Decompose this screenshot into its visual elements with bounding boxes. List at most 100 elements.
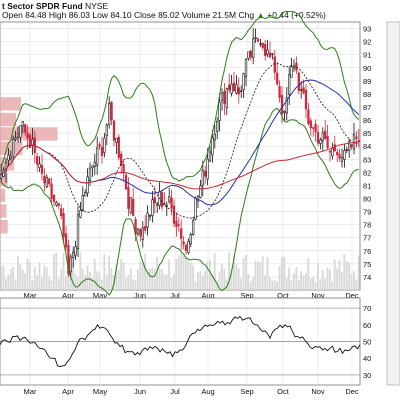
candle-body bbox=[352, 133, 356, 150]
month-tick-label: Sep bbox=[240, 387, 253, 396]
volume-bar bbox=[221, 264, 223, 290]
month-tick-label: Dec bbox=[345, 291, 359, 300]
volume-bar bbox=[41, 277, 43, 290]
volume-bar bbox=[67, 269, 70, 290]
candle-body bbox=[357, 140, 360, 143]
volume-bar bbox=[209, 259, 211, 290]
candle-body bbox=[16, 133, 20, 138]
candle-body bbox=[86, 176, 89, 194]
candle-body bbox=[146, 212, 149, 228]
candle-body bbox=[249, 50, 252, 58]
volume-bar bbox=[341, 271, 343, 290]
volume-bar bbox=[74, 273, 77, 290]
candle-body bbox=[256, 38, 260, 42]
volume-bar bbox=[53, 253, 55, 290]
candle-down bbox=[261, 42, 264, 51]
candle-body bbox=[218, 101, 221, 122]
price-tick-label: 75 bbox=[363, 260, 371, 269]
candle-up bbox=[148, 214, 152, 221]
volume-bar bbox=[223, 268, 226, 290]
month-tick-label: Jul bbox=[170, 387, 180, 396]
candle-body bbox=[187, 240, 190, 253]
candle-body bbox=[84, 192, 87, 197]
volume-bar bbox=[197, 272, 199, 290]
volume-bar bbox=[48, 276, 50, 290]
candle-down bbox=[64, 225, 68, 252]
candle-up bbox=[244, 58, 248, 87]
candle-body bbox=[237, 87, 240, 95]
volume-bar bbox=[38, 261, 41, 290]
volume-bar bbox=[139, 261, 142, 290]
high-label: High bbox=[48, 10, 67, 20]
candle-body bbox=[182, 241, 185, 245]
candle-body bbox=[153, 197, 156, 204]
candle-body bbox=[110, 101, 113, 121]
candle-body bbox=[223, 91, 226, 105]
candle-body bbox=[108, 102, 111, 125]
candle-body bbox=[268, 52, 272, 58]
volume-bar bbox=[350, 273, 353, 290]
candle-down bbox=[24, 123, 27, 137]
month-tick-label: Apr bbox=[62, 387, 74, 396]
candle-down bbox=[43, 168, 46, 192]
candle-body bbox=[192, 220, 195, 235]
candle-up bbox=[290, 57, 293, 78]
candle-down bbox=[57, 202, 60, 210]
volume-bar bbox=[60, 268, 62, 290]
candle-body bbox=[103, 137, 106, 153]
volume-profile-bar bbox=[0, 188, 6, 203]
volume-bar bbox=[120, 259, 122, 290]
volume-bar bbox=[324, 278, 326, 290]
candle-body bbox=[290, 66, 293, 78]
volume-bar bbox=[93, 258, 96, 290]
volume-bar bbox=[312, 277, 314, 290]
candle-body bbox=[228, 84, 231, 91]
candle-body bbox=[331, 147, 334, 157]
volume-bar bbox=[237, 267, 240, 290]
candle-body bbox=[295, 62, 298, 71]
candle-up bbox=[136, 227, 140, 237]
candle-body bbox=[33, 137, 36, 153]
volume-bar bbox=[326, 267, 329, 290]
candle-body bbox=[28, 134, 32, 148]
high-value: 86.03 bbox=[68, 10, 90, 20]
volume-bar bbox=[26, 258, 29, 290]
candle-up bbox=[96, 136, 99, 175]
candle-body bbox=[177, 224, 180, 226]
candle-body bbox=[24, 124, 27, 133]
month-tick-label: Dec bbox=[345, 387, 359, 396]
candle-body bbox=[50, 183, 53, 199]
candle-up bbox=[271, 52, 274, 60]
candle-body bbox=[336, 151, 339, 156]
candle-up bbox=[348, 138, 351, 158]
candle-body bbox=[230, 83, 233, 94]
candle-down bbox=[132, 187, 135, 216]
candle-down bbox=[122, 159, 125, 182]
candle-up bbox=[283, 110, 286, 122]
volume-profile-bar bbox=[0, 220, 8, 234]
month-tick-label: Jul bbox=[170, 291, 180, 300]
candle-body bbox=[64, 233, 68, 248]
volume-profile-bar bbox=[0, 127, 58, 141]
candle-body bbox=[36, 156, 39, 165]
volume-bar bbox=[254, 260, 257, 290]
candle-body bbox=[194, 198, 197, 220]
candle-up bbox=[220, 88, 224, 111]
candle-up bbox=[187, 238, 190, 255]
volume-bar bbox=[233, 255, 235, 290]
candle-up bbox=[93, 153, 96, 176]
volume-bar bbox=[65, 276, 67, 290]
candle-body bbox=[7, 154, 10, 161]
volume-bar bbox=[163, 274, 166, 290]
volume-bar bbox=[321, 269, 324, 290]
month-tick-label: Nov bbox=[311, 387, 325, 396]
price-tick-label: 78 bbox=[363, 221, 371, 230]
volume-bar bbox=[12, 266, 14, 290]
volume-bar bbox=[17, 255, 19, 290]
volume-bar bbox=[302, 275, 305, 290]
volume-profile-bar bbox=[0, 204, 7, 218]
rsi-tick-label: 30 bbox=[363, 371, 371, 380]
volume-bar bbox=[153, 268, 156, 290]
volume-bar bbox=[353, 271, 355, 290]
volume-bar bbox=[300, 271, 302, 290]
